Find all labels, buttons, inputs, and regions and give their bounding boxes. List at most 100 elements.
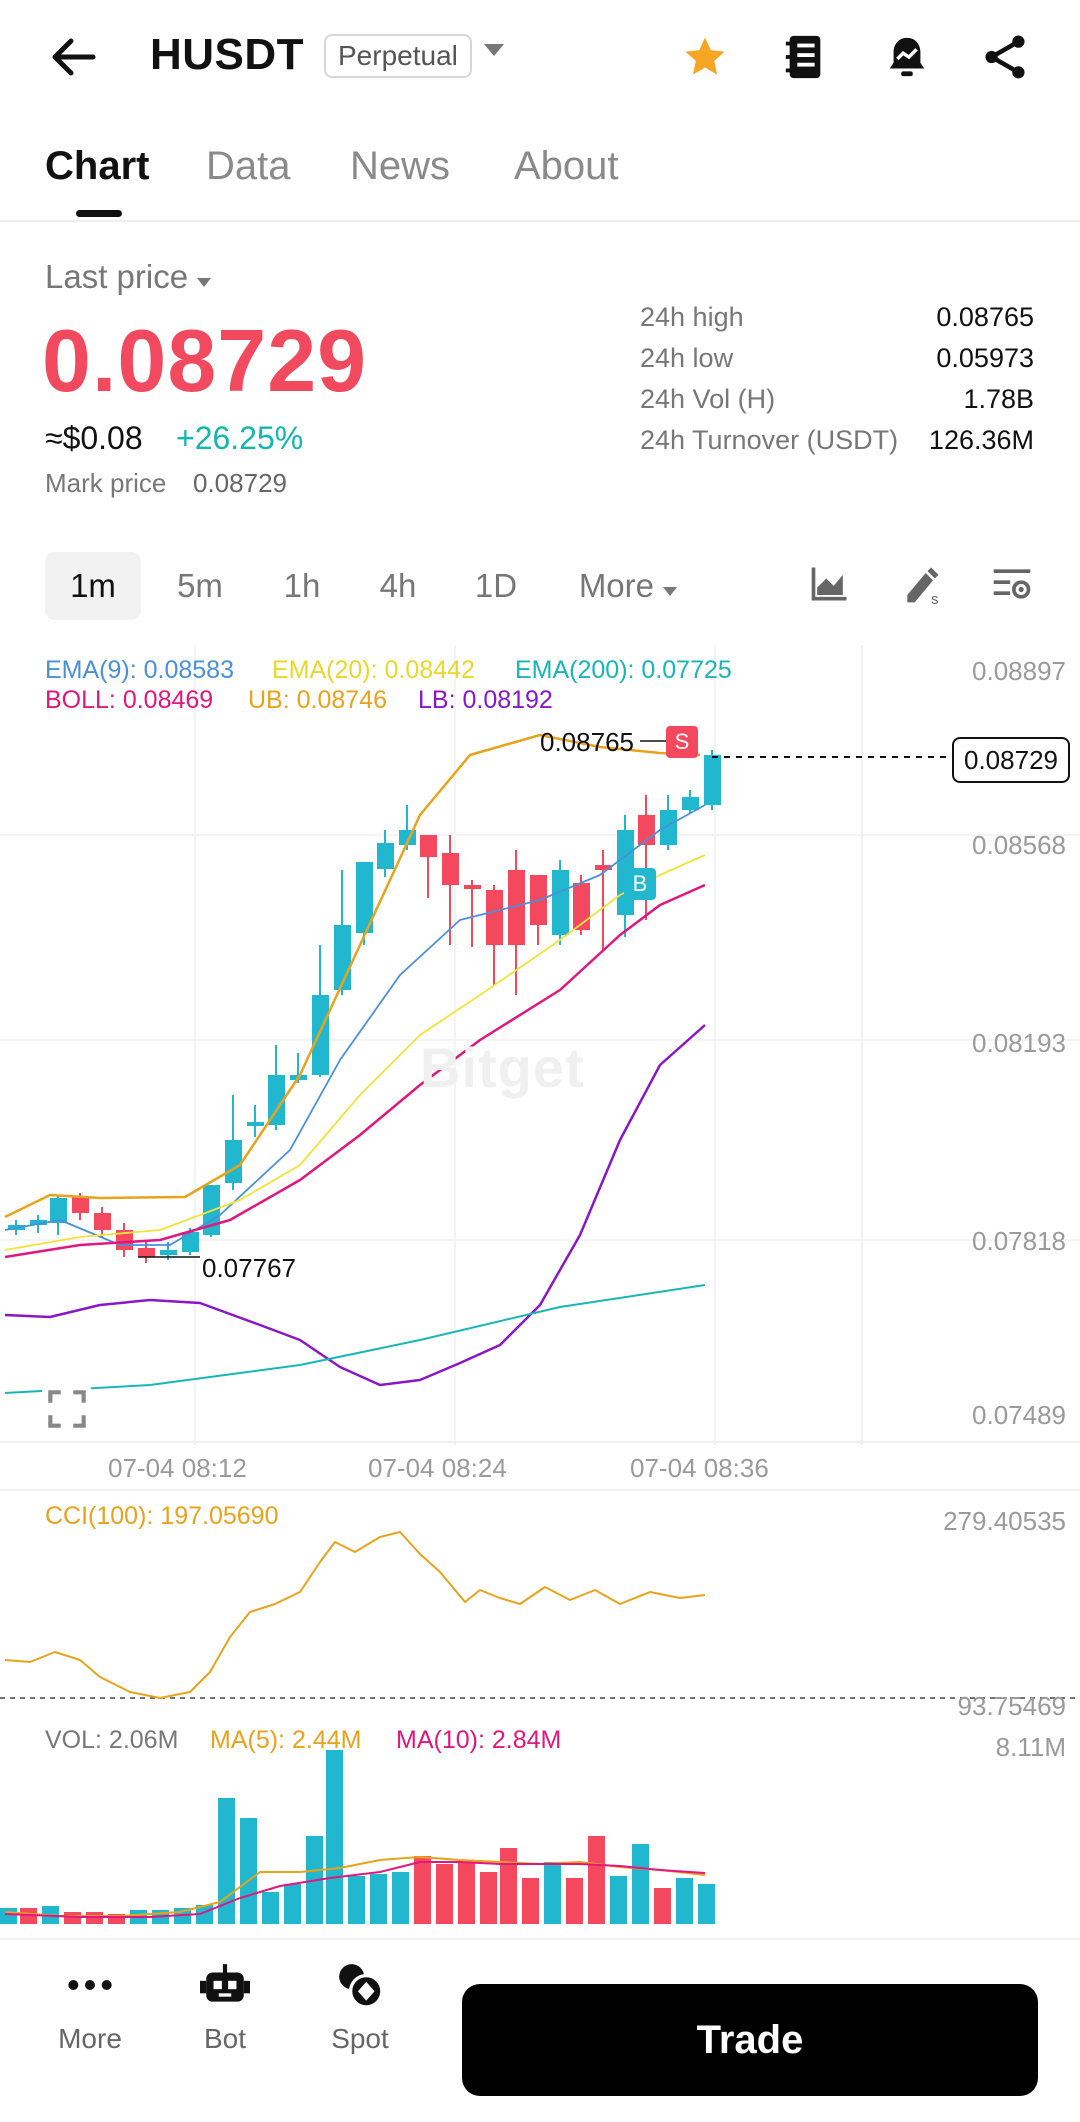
star-icon[interactable] [670, 22, 740, 92]
candle-body [442, 853, 459, 885]
boll-mid-line [4, 883, 706, 1259]
last-price-dropdown[interactable]: Last price [45, 258, 212, 296]
chart-type-icon[interactable] [808, 562, 858, 612]
indicator-settings-icon[interactable] [990, 562, 1040, 612]
volume-bar [676, 1878, 693, 1924]
interval-5m[interactable]: 5m [177, 567, 223, 604]
current-price-tag: 0.08729 [952, 737, 1070, 783]
price-axis-tick: 0.08897 [972, 656, 1066, 686]
candle-body [50, 1198, 67, 1223]
candle-body [182, 1232, 199, 1252]
volume-bar [240, 1818, 257, 1924]
fullscreen-icon[interactable] [42, 1384, 92, 1434]
candle-body [225, 1140, 242, 1183]
volume-bar [108, 1914, 125, 1924]
volume-bar [348, 1876, 365, 1924]
bitget-watermark: Bitget [420, 1036, 585, 1099]
active-tab-indicator [76, 210, 122, 217]
interval-more-label: More [578, 567, 654, 604]
volume-bar [414, 1856, 431, 1924]
candle-body [94, 1213, 111, 1230]
usd-value: ≈$0.08 [45, 420, 143, 456]
ema20-label: EMA(20): 0.08442 [272, 656, 475, 684]
ub-label: UB: 0.08746 [248, 686, 387, 714]
mark-price-label: Mark price [45, 468, 167, 498]
volume-bar [566, 1878, 583, 1924]
drawing-tool-icon[interactable]: s [900, 562, 950, 612]
candle-body [138, 1248, 155, 1257]
back-arrow-icon[interactable] [38, 22, 108, 92]
candle-body [464, 885, 481, 889]
symbol-title[interactable]: HUSDT [150, 30, 305, 79]
spot-button[interactable]: Spot [305, 1960, 415, 2055]
svg-text:s: s [931, 592, 938, 606]
cci-chart [0, 1531, 1080, 1699]
last-price-label: Last price [45, 258, 189, 295]
buy-marker[interactable]: B [624, 868, 656, 900]
price-axis-tick: 0.08568 [972, 830, 1066, 860]
chevron-down-icon[interactable] [484, 44, 504, 63]
ema9-line [4, 804, 706, 1246]
stat-24h-turnover-label: 24h Turnover (USDT) [640, 425, 899, 455]
stat-24h-low-label: 24h low [640, 343, 734, 373]
volume-bar [0, 1908, 17, 1924]
volume-bar [284, 1884, 301, 1924]
candle-body [312, 995, 329, 1075]
more-button[interactable]: More [35, 1960, 145, 2055]
candle-body [508, 870, 525, 945]
tab-about[interactable]: About [514, 144, 619, 188]
volume-bar [458, 1862, 475, 1924]
candle-body [356, 862, 373, 933]
volume-bar [588, 1836, 605, 1924]
tab-chart[interactable]: Chart [45, 144, 150, 188]
spot-coin-icon [339, 1964, 384, 2009]
volume-bar [218, 1798, 235, 1924]
interval-1h[interactable]: 1h [283, 567, 321, 604]
tab-news[interactable]: News [350, 144, 451, 188]
candle-body [595, 865, 612, 870]
sell-marker[interactable]: S [666, 726, 698, 758]
candle-body [377, 843, 394, 869]
volume-bar [436, 1864, 453, 1924]
volume-bar [20, 1908, 37, 1924]
volume-bar [698, 1884, 715, 1924]
change-percent: +26.25% [176, 420, 304, 456]
volume-bar [500, 1848, 517, 1924]
low-marker-label: 0.07767 [202, 1253, 296, 1283]
candle-body [682, 797, 699, 810]
ma10-label: MA(10): 2.84M [396, 1726, 562, 1754]
interval-1m[interactable]: 1m [45, 552, 141, 620]
share-icon[interactable] [970, 22, 1040, 92]
boll-lower-band [4, 1024, 706, 1387]
last-price-value: 0.08729 [42, 311, 368, 410]
price-alert-bell-icon[interactable] [872, 22, 942, 92]
volume-bar [392, 1872, 409, 1924]
time-axis-tick: 07-04 08:12 [108, 1453, 247, 1483]
candle-body [573, 883, 590, 930]
cci-line [4, 1531, 706, 1699]
interval-more[interactable]: More [568, 552, 688, 620]
ema200-line [4, 1284, 706, 1394]
candle-body [160, 1250, 177, 1255]
interval-1d[interactable]: 1D [474, 567, 518, 604]
stat-24h-vol-value: 1.78B [963, 384, 1034, 414]
vol-label: VOL: 2.06M [45, 1726, 179, 1754]
boll-upper-band [4, 733, 701, 1219]
caret-down-icon [197, 278, 212, 287]
volume-bar [654, 1888, 671, 1924]
time-axis-tick: 07-04 08:36 [630, 1453, 769, 1483]
interval-4h[interactable]: 4h [379, 567, 417, 604]
volume-bar [326, 1750, 343, 1924]
orderbook-icon[interactable] [770, 22, 840, 92]
interval-selector: 1m 5m 1h 4h 1D More s [0, 552, 1080, 622]
ema20-line [4, 854, 706, 1251]
bot-button[interactable]: Bot [170, 1960, 280, 2055]
trade-button[interactable]: Trade [462, 1984, 1038, 2096]
stat-24h-turnover-value: 126.36M [928, 425, 1034, 455]
spot-label: Spot [331, 2023, 389, 2054]
tab-data[interactable]: Data [206, 144, 291, 188]
ema9-label: EMA(9): 0.08583 [45, 656, 234, 684]
mark-price-value: 0.08729 [193, 468, 287, 498]
candle-body [30, 1220, 47, 1225]
cci-axis-tick: 279.40535 [943, 1506, 1066, 1536]
